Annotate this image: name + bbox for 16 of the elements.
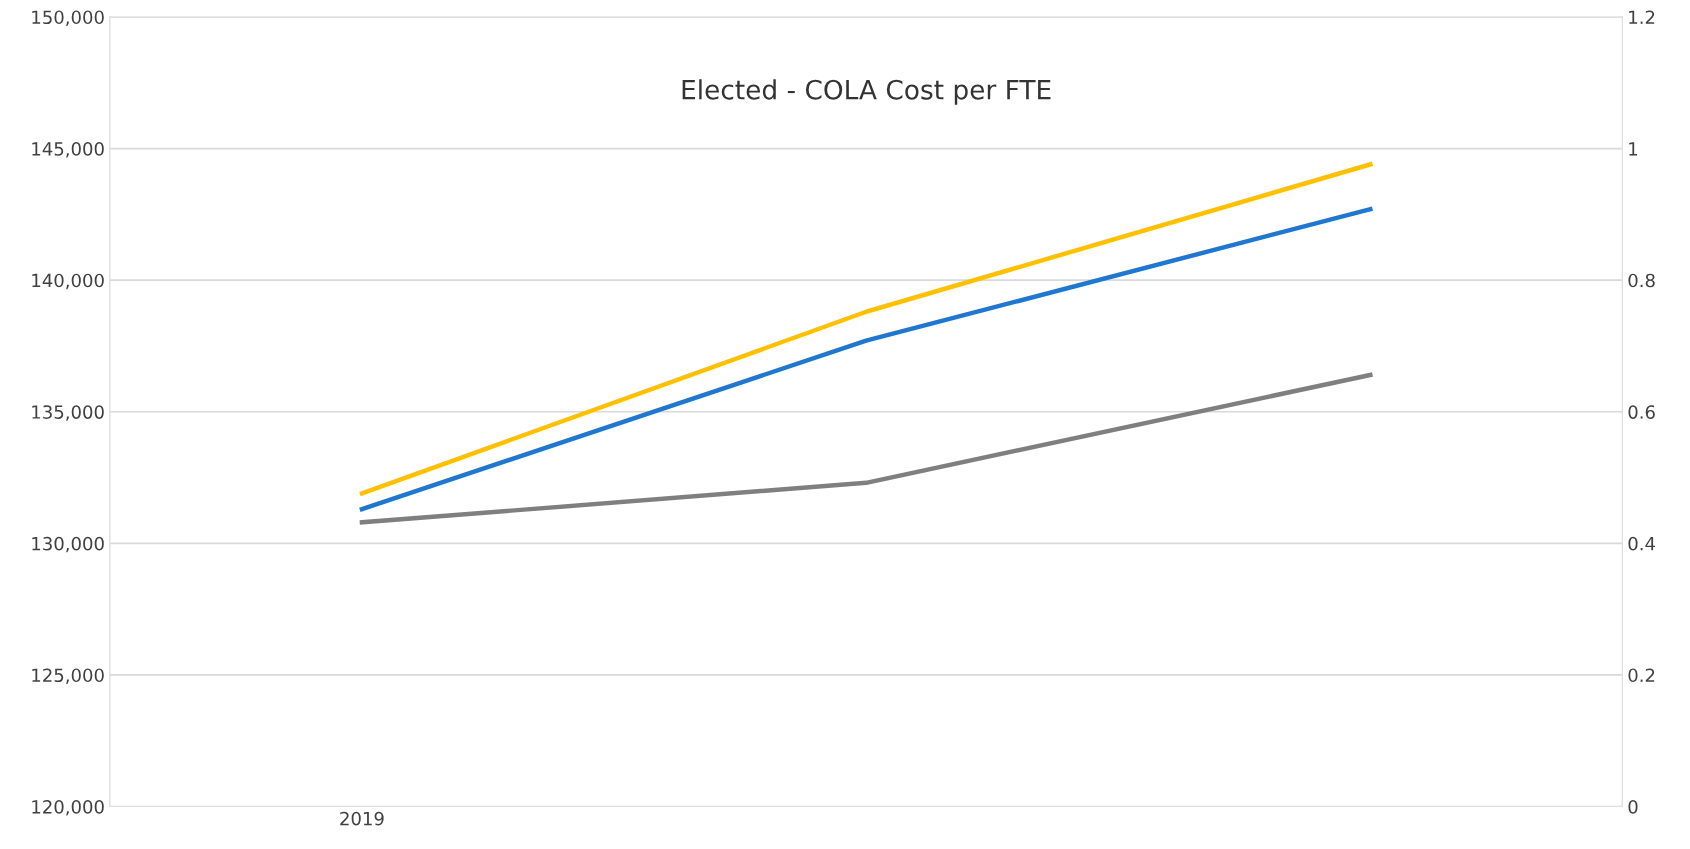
y2-tick-label: 0.8 [1628, 273, 1655, 288]
y-tick-label: 125,000 [32, 668, 104, 684]
y-tick-label: 145,000 [32, 142, 104, 158]
y-tick-label: 135,000 [32, 405, 104, 421]
y-tick-label: 140,000 [32, 273, 104, 290]
y2-tick-label: 0.2 [1628, 668, 1655, 683]
y2-tick-label: 0.6 [1628, 405, 1655, 419]
text: Elected - COLA Cost per FTE [682, 79, 1051, 105]
y2-tick-label: 0 [1628, 800, 1638, 814]
y-tick-label: 120,000 [32, 800, 104, 816]
x-tick-label: 2019 [340, 811, 384, 826]
y2-tick-label: 1.2 [1629, 10, 1655, 24]
y-tick-label: 150,000 [32, 10, 104, 26]
y-tick-label: 130,000 [32, 536, 104, 553]
y2-tick-label: 1 [1629, 142, 1638, 156]
y2-tick-label: 0.4 [1628, 536, 1655, 551]
